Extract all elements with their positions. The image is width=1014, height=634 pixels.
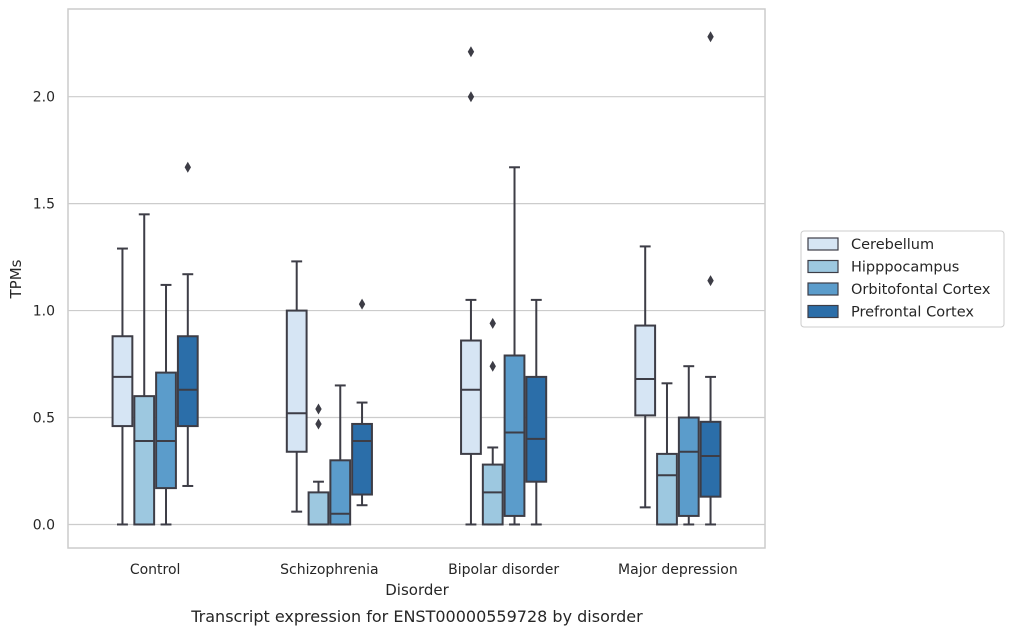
x-tick-label: Major depression: [618, 562, 738, 578]
y-tick-label: 0.0: [33, 517, 55, 533]
box-3-3: [699, 31, 722, 526]
box-iqr: [634, 324, 657, 417]
box-iqr: [481, 463, 504, 526]
legend-swatch: [807, 237, 839, 251]
box-iqr: [460, 339, 482, 455]
box-iqr: [155, 371, 177, 490]
outlier-point: [489, 360, 496, 372]
box-0-1: [133, 213, 156, 526]
plot-frame: [67, 8, 766, 549]
box-iqr: [176, 335, 199, 428]
outlier-point: [467, 91, 475, 103]
legend: Cerebellum Hipppocampus Orbitofontal Corte…: [800, 230, 1005, 328]
x-tick-label: Bipolar disorder: [448, 562, 559, 578]
box-iqr: [503, 354, 526, 517]
box-2-3: [525, 298, 548, 526]
box-iqr: [699, 420, 722, 498]
y-tick-label: 1.5: [33, 197, 55, 213]
outlier-point: [707, 31, 714, 43]
box-iqr: [351, 422, 373, 496]
box-1-3: [351, 298, 373, 507]
legend-frame: [800, 230, 1005, 328]
box-3-0: [634, 245, 657, 509]
box-2-0: [460, 46, 482, 526]
legend-label: Hipppocampus: [851, 260, 959, 276]
box-0-2: [155, 283, 177, 526]
outlier-point: [489, 317, 496, 329]
outlier-point: [358, 298, 366, 310]
box-iqr: [677, 416, 700, 517]
box-plot-marks: [111, 31, 722, 526]
box-0-3: [176, 161, 199, 487]
y-tick-label: 2.0: [33, 90, 55, 106]
legend-swatch: [807, 259, 839, 274]
x-tick-label: Control: [130, 562, 181, 578]
x-tick-labels: Control Schizophrenia Bipolar disorder Majo…: [130, 562, 738, 578]
x-axis-label: Disorder: [385, 581, 449, 599]
legend-swatch: [807, 282, 839, 296]
box-1-1: [307, 403, 330, 526]
box-iqr: [656, 452, 678, 526]
outlier-point: [184, 161, 191, 173]
box-iqr: [133, 395, 156, 526]
box-3-2: [677, 365, 700, 526]
legend-label: Cerebellum: [851, 237, 934, 253]
box-iqr: [525, 375, 548, 483]
chart-caption: Transcript expression for ENST0000055972…: [190, 607, 643, 626]
outlier-point: [315, 418, 322, 430]
x-tick-label: Schizophrenia: [280, 562, 378, 578]
legend-label: Orbitofontal Cortex: [851, 282, 991, 298]
outlier-point: [707, 275, 714, 287]
box-iqr: [329, 459, 352, 526]
box-1-2: [329, 384, 352, 526]
box-2-1: [481, 317, 504, 526]
y-tick-labels: 0.0 0.5 1.0 1.5 2.0: [33, 90, 55, 534]
y-tick-label: 0.5: [33, 411, 55, 427]
box-0-0: [111, 247, 134, 526]
box-iqr: [285, 309, 308, 453]
box-iqr: [111, 335, 134, 428]
box-1-0: [285, 260, 308, 513]
legend-label: Prefrontal Cortex: [851, 305, 974, 321]
box-iqr: [307, 491, 330, 526]
y-axis-label: TPMs: [7, 259, 25, 299]
legend-swatch: [807, 304, 839, 319]
box-2-2: [503, 166, 526, 526]
y-tick-label: 1.0: [33, 304, 55, 320]
outlier-point: [315, 403, 322, 415]
outlier-point: [467, 46, 475, 58]
box-3-1: [656, 382, 678, 526]
